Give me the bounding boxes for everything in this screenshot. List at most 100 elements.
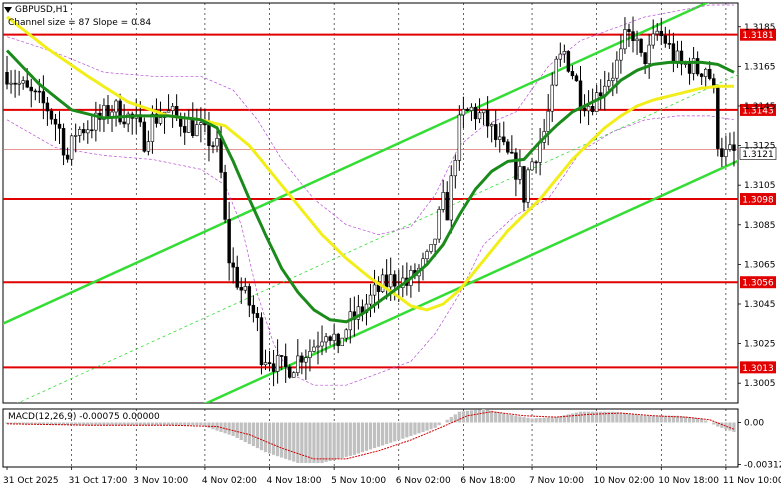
candle-body [578, 80, 583, 109]
ma-slow-line [6, 15, 734, 312]
candle-body [166, 110, 171, 113]
candle-body [308, 351, 312, 358]
x-tick-label: 6 Nov 02:00 [396, 476, 451, 486]
y-tick-label: 1.3045 [744, 300, 776, 310]
level-label-bg [740, 193, 776, 206]
candle-body [288, 366, 292, 378]
candle-body [340, 337, 344, 347]
candle-body [29, 86, 33, 92]
candle-body [526, 169, 530, 203]
candle-body [235, 266, 239, 288]
candle-body [679, 50, 684, 65]
candle-body [598, 92, 603, 97]
candle-body [607, 80, 611, 87]
x-tick-label: 7 Nov 10:00 [529, 476, 584, 486]
candle-body [106, 105, 110, 119]
candle-body [611, 77, 615, 81]
candle-body [215, 138, 219, 147]
candle-body [582, 107, 587, 112]
candle-body [570, 71, 575, 77]
candle-body [122, 121, 126, 125]
candle-body [211, 145, 215, 147]
time-axis: 31 Oct 2025 31 Oct 17:00 3 Nov 10:00 4 Nov … [3, 467, 781, 486]
y-tick-label: 1.3145 [744, 102, 776, 112]
candle-body [562, 51, 567, 55]
candle-body [146, 141, 151, 152]
level-label: 1.3056 [742, 279, 774, 289]
candle-body [251, 304, 256, 314]
x-tick-label: 10 Nov 18:00 [658, 476, 719, 486]
macd-signal-line [6, 411, 735, 460]
candle-body [615, 59, 619, 79]
candle-body [13, 82, 17, 85]
level-label-bg [740, 103, 776, 116]
candle-body [590, 106, 595, 112]
envelope-bands [6, 4, 735, 386]
candle-body [489, 124, 494, 127]
candle-body [279, 355, 284, 357]
candle-body [514, 152, 518, 180]
envelope-lower [6, 115, 735, 386]
candle-body [655, 30, 659, 35]
candle-body [243, 286, 248, 291]
channel-mid-line [16, 74, 738, 403]
candle-body [566, 51, 571, 72]
candle-body [150, 113, 155, 142]
candle-body [667, 43, 672, 45]
candle-body [82, 129, 86, 134]
envelope-upper [6, 4, 734, 236]
candle-body [708, 69, 712, 79]
candle-body [102, 105, 106, 120]
x-tick-label: 10 Nov 02:00 [594, 476, 655, 486]
x-tick-label: 4 Nov 02:00 [202, 476, 257, 486]
candle-body [441, 192, 445, 210]
candle-body [699, 73, 704, 77]
candle-body [296, 355, 300, 374]
y-tick-label: 1.3105 [744, 181, 776, 191]
x-tick-label: 11 Nov 10:00 [723, 476, 781, 486]
candle-body [344, 329, 348, 339]
current-price-box [739, 147, 777, 160]
channel-info: Channel size = 87 Slope = 0.84 [8, 18, 151, 28]
candle-body [263, 362, 268, 366]
candle-body [703, 69, 708, 77]
candle-body [728, 144, 732, 150]
candle-body [477, 112, 482, 120]
candle-body [651, 33, 655, 46]
x-tick-label: 5 Nov 10:00 [331, 476, 386, 486]
x-tick-label: 31 Oct 17:00 [69, 476, 128, 486]
candle-body [623, 29, 627, 50]
candle-body [631, 31, 635, 42]
candle-body [368, 294, 373, 305]
current-price-label: 1.3121 [742, 150, 774, 160]
candle-body [49, 110, 54, 120]
candle-body [94, 112, 98, 131]
level-label: 1.3098 [742, 196, 774, 206]
candle-body [267, 362, 272, 365]
y-tick-label: 1.3005 [744, 379, 776, 389]
candle-body [53, 118, 58, 125]
candles [5, 16, 736, 387]
candle-body [126, 113, 130, 125]
candle-body [271, 363, 276, 372]
candle-body [275, 355, 280, 372]
candle-body [33, 90, 38, 93]
candle-body [643, 52, 647, 65]
candle-body [453, 160, 458, 177]
candle-body [449, 175, 453, 221]
candle-body [518, 166, 522, 180]
candle-body [530, 161, 534, 171]
candle-body [37, 90, 42, 93]
symbol-label: GBPUSD,H1 [15, 5, 68, 15]
candle-body [320, 341, 324, 347]
candle-body [332, 333, 336, 341]
candle-body [65, 154, 70, 160]
candle-body [639, 38, 643, 53]
price-axis: 1.31811.31431.30981.30561.30131.31211.31… [738, 23, 781, 471]
candle-body [687, 63, 692, 74]
candle-body [627, 29, 631, 32]
candle-body [73, 135, 78, 137]
candle-body [78, 129, 82, 136]
candle-body [481, 109, 486, 114]
